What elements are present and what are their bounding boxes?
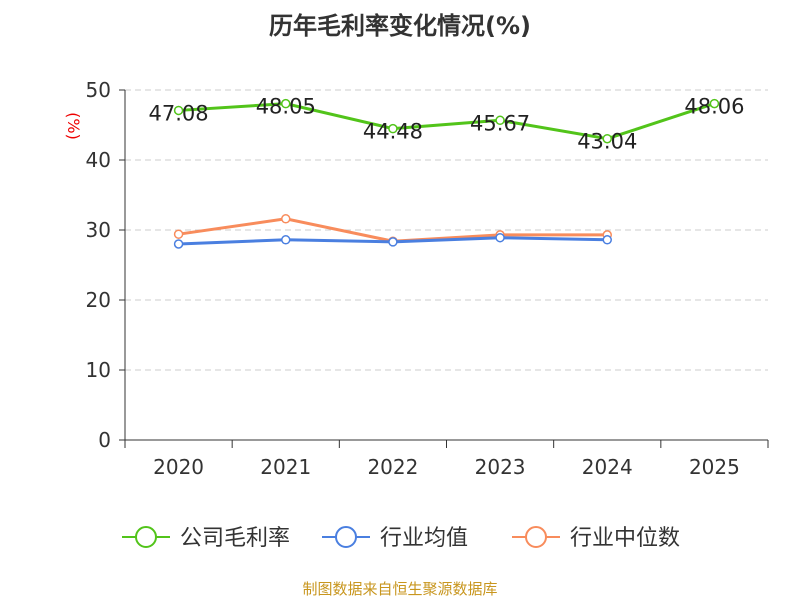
data-label: 48.06 [684, 95, 744, 119]
data-point [495, 232, 505, 243]
data-point [281, 98, 291, 109]
data-label: 43.04 [577, 130, 637, 154]
y-tick-label: 20 [86, 288, 111, 312]
y-tick-label: 0 [98, 428, 111, 452]
legend-marker [335, 526, 357, 548]
data-point [281, 214, 291, 224]
x-tick-label: 2022 [367, 455, 418, 479]
chart-title: 历年毛利率变化情况(%) [269, 12, 531, 40]
x-tick-label: 2020 [153, 455, 204, 479]
legend-label: 行业均值 [380, 526, 468, 551]
legend-marker [525, 526, 547, 548]
x-tick-label: 2024 [582, 455, 633, 479]
data-point [173, 105, 184, 116]
y-tick-label: 30 [86, 218, 111, 242]
legend-marker [135, 526, 157, 548]
data-label: 45.67 [470, 111, 530, 135]
y-axis-label: (%) [64, 112, 83, 140]
data-point [709, 98, 720, 109]
y-tick-label: 40 [86, 148, 111, 172]
data-label: 47.08 [149, 101, 209, 125]
y-tick-label: 50 [86, 78, 111, 102]
x-tick-label: 2023 [475, 455, 526, 479]
x-tick-label: 2021 [260, 455, 311, 479]
data-label: 48.05 [256, 95, 316, 119]
data-point [281, 235, 291, 245]
data-point [388, 123, 398, 134]
data-point [173, 239, 184, 249]
data-point [602, 235, 612, 245]
source-note: 制图数据来自恒生聚源数据库 [302, 580, 498, 598]
data-label: 44.48 [363, 120, 423, 144]
legend-label: 公司毛利率 [180, 526, 290, 551]
y-tick-label: 10 [86, 358, 111, 382]
data-point [602, 133, 612, 144]
series-line [178, 102, 715, 141]
data-point [495, 115, 505, 126]
legend-label: 行业中位数 [570, 526, 680, 551]
x-tick-label: 2025 [689, 455, 740, 479]
data-point [388, 237, 398, 247]
data-point [173, 229, 184, 239]
